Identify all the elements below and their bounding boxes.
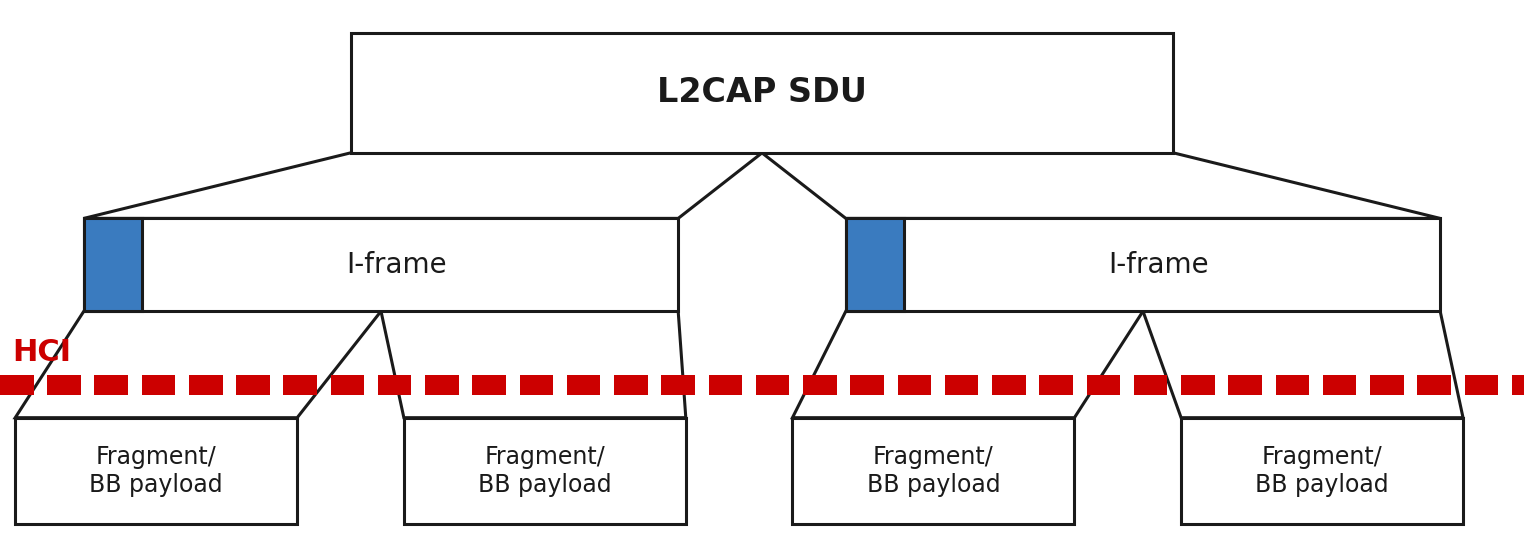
Bar [189,375,223,395]
Bar [236,375,270,395]
Bar [47,375,81,395]
Bar [1087,375,1120,395]
Bar [351,33,1173,153]
Bar [1039,375,1073,395]
Bar [84,218,678,311]
Bar [1276,375,1309,395]
Bar [1134,375,1167,395]
Bar [709,375,742,395]
Text: I-frame: I-frame [346,251,447,279]
Bar [661,375,695,395]
Polygon shape [84,153,762,218]
Text: HCI: HCI [12,337,72,367]
Text: I-frame: I-frame [1108,251,1209,279]
Bar [792,418,1074,524]
Bar [1181,418,1463,524]
Bar [404,418,686,524]
Bar [425,375,459,395]
Bar [567,375,600,395]
Bar [846,218,904,311]
Bar [756,375,789,395]
Bar [520,375,553,395]
Bar [850,375,884,395]
Bar [945,375,978,395]
Bar [1512,375,1524,395]
Bar [331,375,364,395]
Bar [1323,375,1356,395]
Bar [1417,375,1451,395]
Text: Fragment/
BB payload: Fragment/ BB payload [1256,445,1388,497]
Bar [142,375,175,395]
Bar [1228,375,1262,395]
Text: Fragment/
BB payload: Fragment/ BB payload [479,445,611,497]
Bar [1465,375,1498,395]
Polygon shape [762,153,1440,218]
Bar [803,375,837,395]
Bar [1370,375,1404,395]
Bar [1181,375,1215,395]
Text: Fragment/
BB payload: Fragment/ BB payload [90,445,223,497]
Bar [0,375,34,395]
Polygon shape [15,311,381,418]
Text: L2CAP SDU: L2CAP SDU [657,76,867,109]
Bar [898,375,931,395]
Bar [15,418,297,524]
Polygon shape [792,311,1143,418]
Bar [992,375,1026,395]
Polygon shape [381,311,686,418]
Polygon shape [1143,311,1463,418]
Bar [846,218,1440,311]
Bar [614,375,648,395]
Text: Fragment/
BB payload: Fragment/ BB payload [867,445,1000,497]
Bar [472,375,506,395]
Bar [283,375,317,395]
Bar [84,218,142,311]
Bar [94,375,128,395]
Bar [378,375,411,395]
